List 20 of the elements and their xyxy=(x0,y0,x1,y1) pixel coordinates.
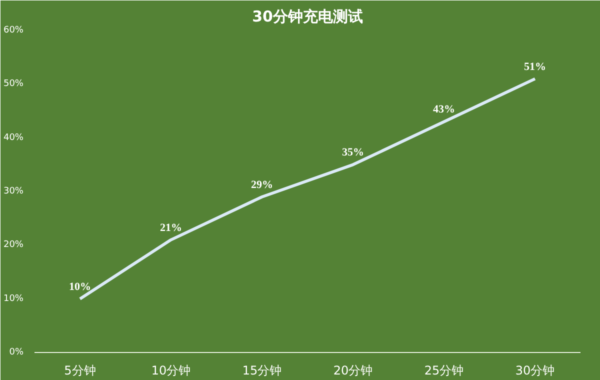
y-tick-label: 60% xyxy=(3,26,24,36)
y-tick-label: 30% xyxy=(3,186,24,196)
x-tick-label: 20分钟 xyxy=(333,364,373,378)
data-label: 21% xyxy=(160,222,182,234)
data-label: 35% xyxy=(342,146,364,159)
y-tick-label: 10% xyxy=(3,294,24,304)
x-tick-label: 25分钟 xyxy=(424,364,464,378)
y-tick-label: 50% xyxy=(3,79,24,90)
y-tick-label: 0% xyxy=(9,348,24,358)
y-tick-label: 40% xyxy=(3,132,24,143)
data-label: 51% xyxy=(524,60,546,73)
x-tick-label: 30分钟 xyxy=(515,364,555,378)
x-tick-label: 5分钟 xyxy=(64,364,96,378)
data-label: 29% xyxy=(251,178,273,191)
data-label: 43% xyxy=(433,104,455,116)
y-tick-label: 20% xyxy=(3,240,24,250)
data-label: 10% xyxy=(69,280,91,293)
x-tick-label: 15分钟 xyxy=(242,364,282,378)
chart-title: 30分钟充电测试 xyxy=(252,8,363,26)
x-tick-label: 10分钟 xyxy=(151,364,191,378)
